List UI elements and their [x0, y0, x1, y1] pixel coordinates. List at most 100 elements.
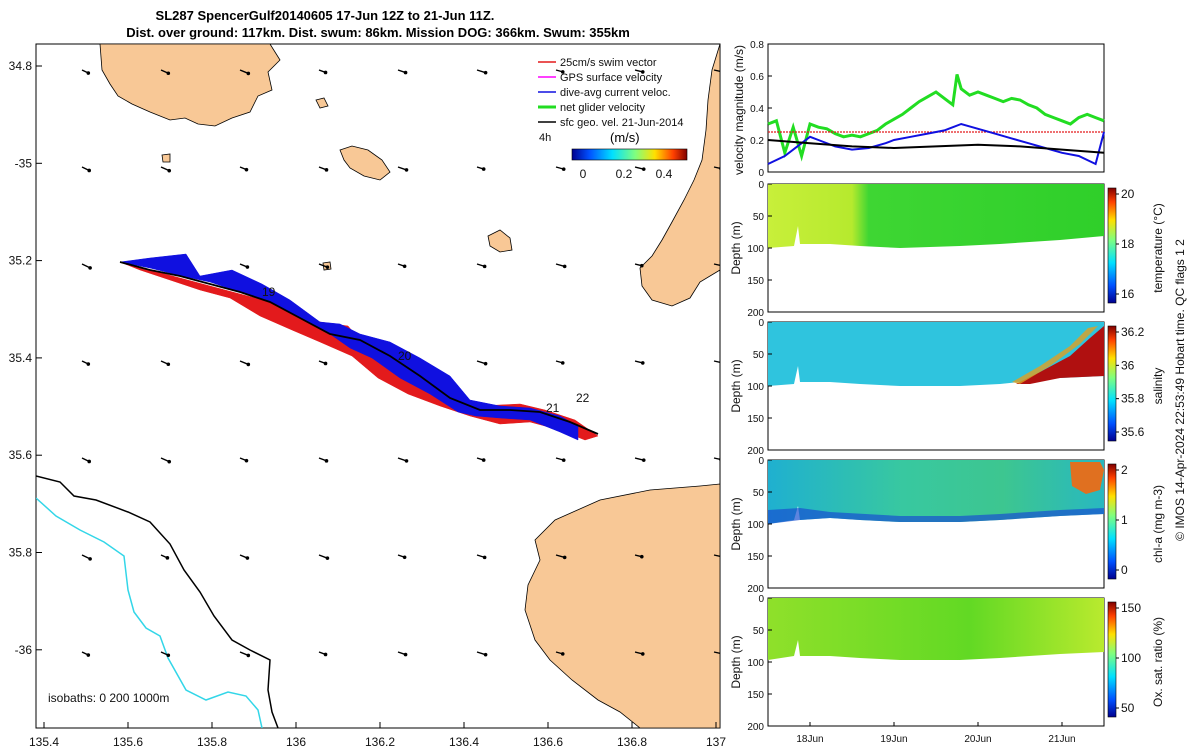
date-tick-label: 18Jun — [796, 734, 823, 745]
title-line2: Dist. over ground: 117km. Dist. swum: 86… — [126, 25, 630, 40]
velocity-frame — [767, 43, 1105, 173]
geo-vector-arrow — [476, 554, 487, 560]
depth-tick-label: 150 — [747, 276, 764, 287]
temperature-colorbar — [1107, 187, 1117, 304]
geo-vector-arrow — [713, 554, 720, 557]
geo-vector-arrow — [160, 69, 171, 76]
map-x-tick-label: 135.4 — [29, 735, 59, 749]
geo-vector-arrow — [239, 263, 250, 269]
land-kangaroo-island — [524, 483, 720, 728]
chl-panel — [767, 459, 1117, 589]
geo-vector-arrow — [318, 360, 328, 366]
day-label-22: 22 — [576, 391, 590, 405]
land-yorke-peninsula — [99, 44, 281, 127]
map-y-ticks: 34.8 -35 35.2 35.4 35.6 35.8 -36 — [9, 59, 42, 657]
map-y-tick-label: -36 — [15, 643, 33, 657]
legend-item-current: dive-avg current veloc. — [538, 87, 671, 99]
cb-label: Ox. sat. ratio (%) — [1151, 617, 1165, 707]
oxygen-section — [768, 598, 1104, 660]
geo-vector-arrow — [397, 263, 407, 269]
geo-vector-arrow — [160, 360, 171, 367]
map-y-tick-label: 34.8 — [9, 59, 33, 73]
geo-vector-arrow — [397, 457, 409, 463]
depth-tick-label: 50 — [753, 350, 765, 361]
cb-tick-label: 18 — [1121, 237, 1135, 251]
oxygen-colorbar — [1107, 601, 1117, 718]
geo-vector-arrow — [239, 651, 251, 658]
depth-tick-label: 150 — [747, 552, 764, 563]
date-tick-label: 19Jun — [880, 734, 907, 745]
date-x-ticks: 18Jun 19Jun 20Jun 21Jun — [796, 722, 1076, 745]
geo-vector-arrow — [397, 166, 409, 172]
geo-vector-arrow — [634, 166, 646, 171]
depth-tick-label: 100 — [747, 244, 764, 255]
geo-vector-arrow — [160, 166, 172, 173]
salinity-high-patch — [1016, 326, 1104, 384]
legend-label-swim: 25cm/s swim vector — [560, 57, 657, 69]
velocity-y-tick-label: 0 — [758, 168, 764, 179]
geo-vector-arrow — [476, 360, 488, 366]
salinity-transition — [1012, 326, 1098, 384]
geo-vector-arrow — [713, 263, 720, 266]
depth-tick-label: 150 — [747, 690, 764, 701]
geo-vector-arrow — [555, 651, 565, 656]
legend-label-current: dive-avg current veloc. — [560, 87, 671, 99]
geo-vector-arrow — [634, 554, 644, 559]
geo-vector-arrow — [713, 651, 720, 654]
geo-vector-arrow — [318, 166, 329, 172]
legend-item-gps: GPS surface velocity — [538, 72, 663, 84]
geo-vector-arrow — [81, 457, 92, 464]
colorbar-tick-2: 0.4 — [656, 167, 673, 181]
map-legend: 25cm/s swim vector GPS surface velocity … — [538, 57, 688, 181]
cb-tick-label: 100 — [1121, 651, 1141, 665]
map-x-tick-label: 136.8 — [617, 735, 647, 749]
velocity-y-tick-label: 0.4 — [750, 104, 764, 115]
depth-tick-label: 100 — [747, 658, 764, 669]
geo-vector-arrow — [397, 69, 408, 75]
land-island-c — [315, 97, 329, 109]
velocity-series — [767, 73, 1105, 166]
depth-tick-label: 100 — [747, 382, 764, 393]
geo-vector-arrow — [318, 457, 329, 463]
isobath-label: isobaths: 0 200 1000m — [48, 691, 169, 705]
map-y-tick-label: 35.6 — [9, 448, 33, 462]
geo-vector-arrow — [713, 166, 720, 171]
salinity-panel — [767, 321, 1117, 451]
geo-vector-arrow — [555, 554, 567, 560]
map-x-tick-label: 136.2 — [365, 735, 395, 749]
depth-tick-label: 200 — [747, 584, 764, 595]
cb-tick-label: 20 — [1121, 187, 1135, 201]
land-island-b — [487, 229, 513, 253]
chl-high-patch — [1070, 462, 1104, 494]
map-x-tick-label: 136 — [286, 735, 306, 749]
geo-vector-arrow — [713, 360, 720, 363]
geo-vector-arrow — [476, 651, 488, 657]
credit-line: © IMOS 14-Apr-2024 22:53:49 Hobart time.… — [1173, 239, 1187, 541]
map-x-ticks: 135.4 135.6 135.8 136 136.2 136.4 136.6 136.8 13… — [29, 722, 726, 749]
isobath-200m — [36, 475, 279, 728]
geo-vector-arrow — [634, 457, 646, 462]
land-island-d — [161, 153, 171, 163]
geo-vector-arrow — [81, 651, 91, 657]
geo-vector-arrow — [713, 69, 720, 72]
cb-label: salinity — [1151, 368, 1165, 405]
geo-vector-arrow — [318, 69, 328, 75]
depth-tick-label: 200 — [747, 308, 764, 319]
colorbar-tick-1: 0.2 — [616, 167, 633, 181]
date-tick-label: 20Jun — [964, 734, 991, 745]
legend-label-net: net glider velocity — [560, 102, 645, 114]
map-y-tick-label: -35 — [15, 156, 33, 170]
geo-vector-arrow — [160, 651, 171, 658]
geo-vector-arrow — [713, 457, 720, 462]
map-x-tick-label: 135.6 — [113, 735, 143, 749]
temperature-panel — [767, 183, 1117, 313]
cb-tick-label: 2 — [1121, 463, 1128, 477]
geo-vector-arrow — [634, 651, 645, 656]
depth-ylabel: Depth (m) — [729, 497, 743, 550]
geo-vector-arrow — [634, 69, 645, 74]
geo-vector-arrow — [397, 651, 408, 657]
map-x-tick-label: 137 — [706, 735, 726, 749]
day-label-19: 19 — [262, 285, 276, 299]
